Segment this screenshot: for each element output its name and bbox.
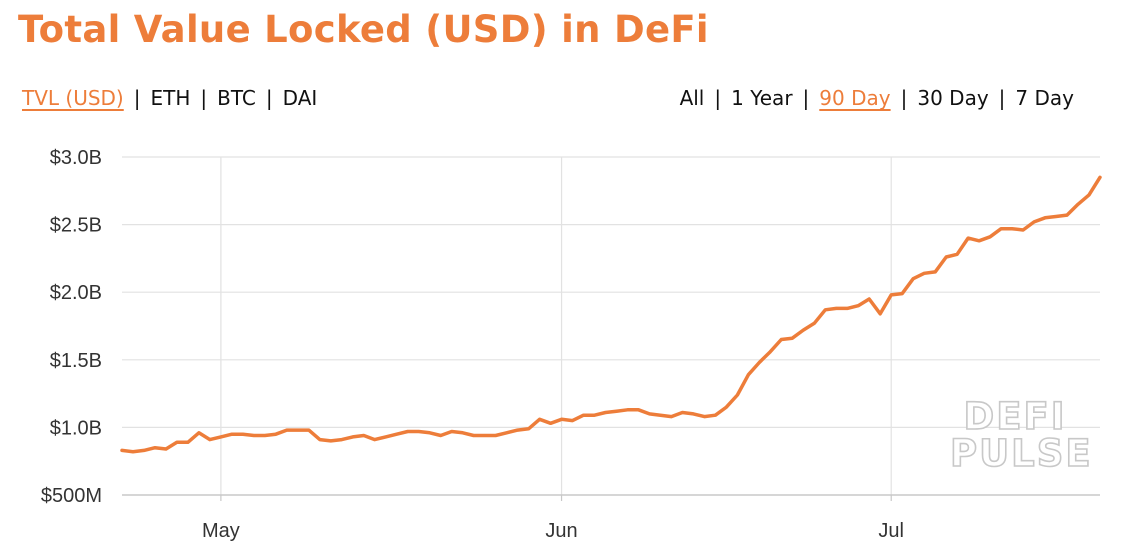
range-7-day[interactable]: 7 Day: [1015, 86, 1074, 110]
tab-separator: |: [200, 86, 208, 110]
tab-separator: |: [265, 86, 273, 110]
range-30-day[interactable]: 30 Day: [917, 86, 989, 110]
range-tabs: All | 1 Year | 90 Day | 30 Day | 7 Day: [680, 86, 1074, 110]
watermark-line: DEFI: [963, 395, 1067, 438]
watermark-line: PULSE: [949, 432, 1093, 475]
tab-eth[interactable]: ETH: [150, 86, 191, 110]
y-tick-label: $2.0B: [50, 282, 102, 304]
y-tick-label: $3.0B: [50, 147, 102, 169]
page-title: Total Value Locked (USD) in DeFi: [18, 8, 709, 51]
metric-tabs: TVL (USD) | ETH | BTC | DAI: [22, 86, 317, 110]
y-tick-label: $1.5B: [50, 350, 102, 372]
y-tick-label: $1.0B: [50, 417, 102, 439]
range-90-day[interactable]: 90 Day: [819, 86, 891, 110]
tab-separator: |: [714, 86, 722, 110]
tab-tvl-usd[interactable]: TVL (USD): [22, 86, 124, 110]
tab-separator: |: [998, 86, 1006, 110]
y-tick-label: $2.5B: [50, 215, 102, 237]
x-tick-label: Jul: [878, 520, 904, 542]
tab-separator: |: [900, 86, 908, 110]
tab-separator: |: [133, 86, 141, 110]
defi-pulse-watermark: DEFI PULSE: [949, 395, 1093, 475]
tab-btc[interactable]: BTC: [217, 86, 256, 110]
range-1-year[interactable]: 1 Year: [731, 86, 793, 110]
y-tick-label: $500M: [41, 485, 102, 507]
tab-dai[interactable]: DAI: [282, 86, 318, 110]
range-all[interactable]: All: [679, 86, 705, 110]
tab-separator: |: [802, 86, 810, 110]
tvl-series-line: [120, 175, 1102, 454]
x-tick-label: May: [202, 520, 240, 542]
x-tick-label: Jun: [545, 520, 577, 542]
